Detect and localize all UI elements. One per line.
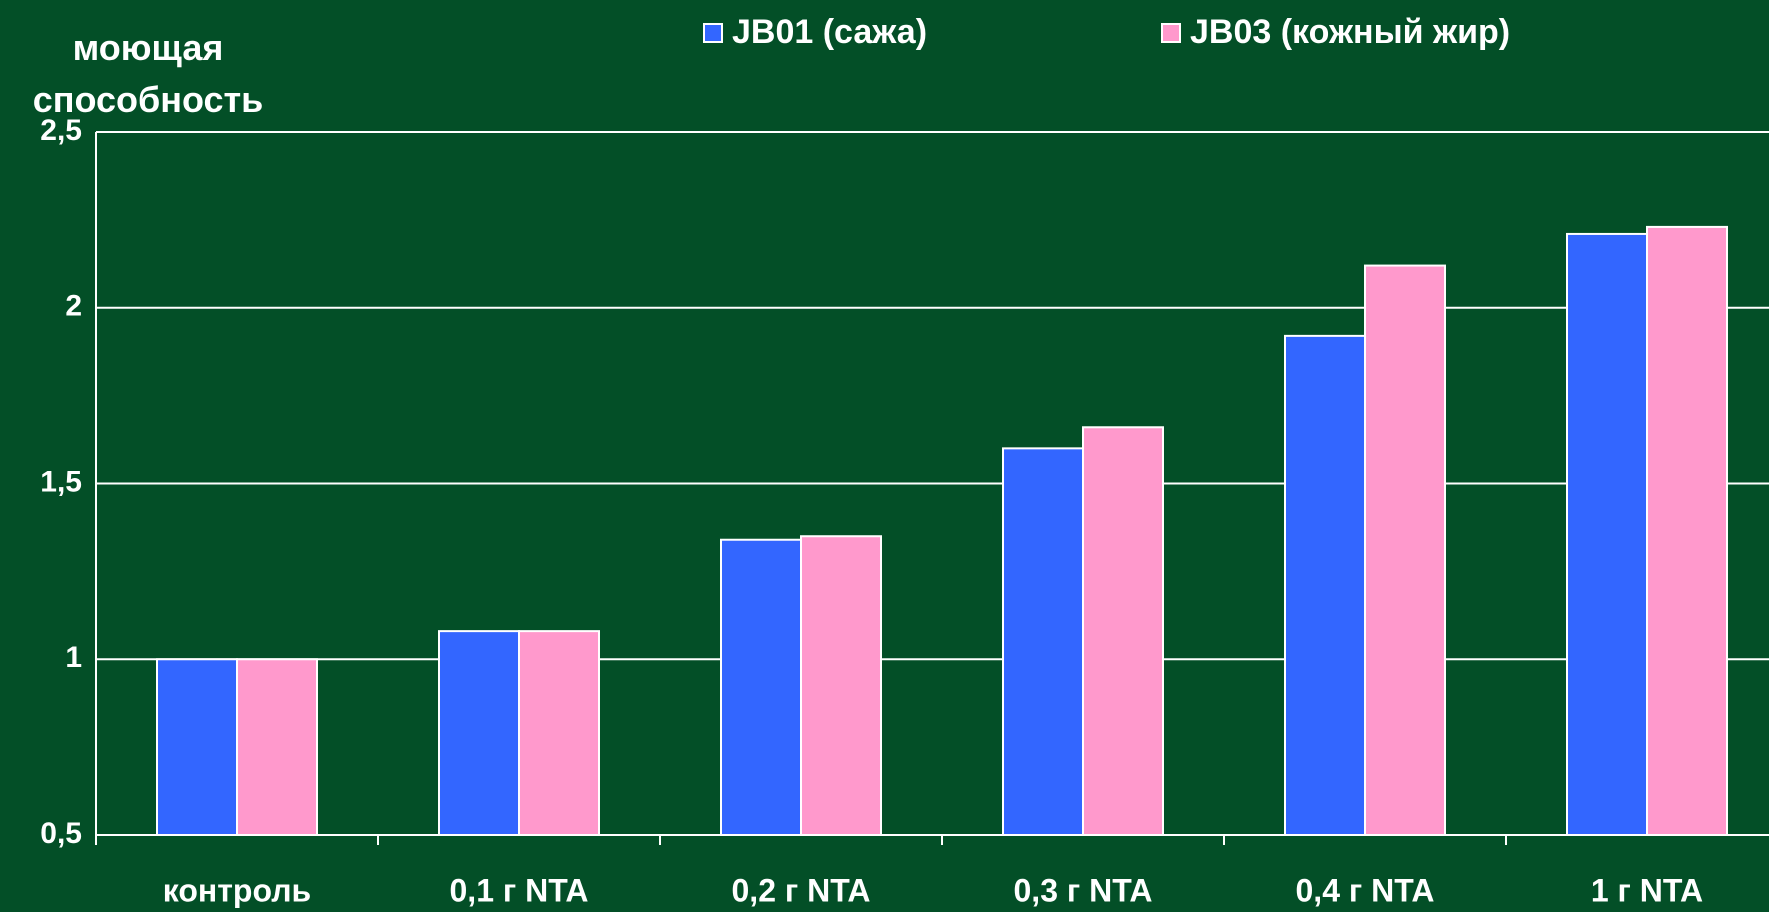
bar — [156, 658, 238, 836]
y-axis-label: моющая способность — [32, 27, 264, 120]
y-tick-label: 0,5 — [40, 817, 82, 850]
y-tick-label: 1,5 — [40, 465, 82, 498]
y-tick-label: 2,5 — [40, 114, 82, 147]
x-tick-label: 0,3 г NTA — [1014, 872, 1153, 908]
bar — [1082, 426, 1164, 836]
x-tick-label: 1 г NTA — [1591, 872, 1703, 908]
y-tick-label: 2 — [65, 290, 82, 323]
bar — [438, 630, 520, 836]
x-tick-label: 0,1 г NTA — [450, 872, 589, 908]
bar — [518, 630, 600, 836]
bar — [1284, 334, 1366, 836]
y-tick-label: 1 — [65, 641, 82, 674]
bar — [1364, 264, 1446, 836]
bar — [236, 658, 318, 836]
legend-swatch — [1161, 23, 1181, 43]
bar — [720, 538, 802, 836]
legend-label: JB03 (кожный жир) — [1190, 13, 1510, 51]
legend-label: JB01 (сажа) — [732, 13, 927, 51]
x-tick-label: 0,4 г NTA — [1296, 872, 1435, 908]
bar — [800, 535, 882, 836]
x-tick-label: контроль — [163, 872, 311, 908]
bar — [1646, 225, 1728, 836]
bar — [1566, 232, 1648, 836]
bar — [1002, 447, 1084, 836]
legend-swatch — [703, 23, 723, 43]
x-tick-label: 0,2 г NTA — [732, 872, 871, 908]
